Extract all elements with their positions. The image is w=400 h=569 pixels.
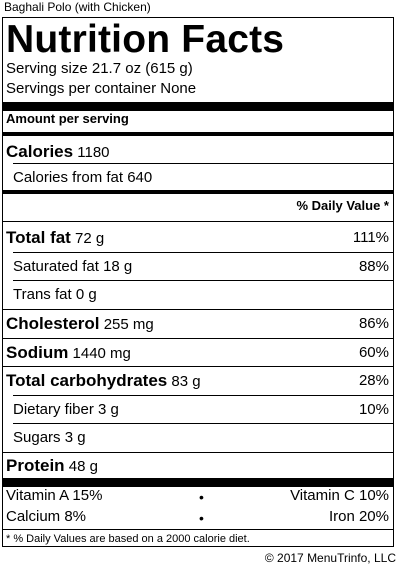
nutrient-row-saturated-fat: Saturated fat 18 g 88%: [13, 257, 389, 277]
nutrient-label: Total carbohydrates: [6, 371, 168, 390]
medium-divider: [3, 190, 393, 194]
nutrient-row-total-carbohydrates: Total carbohydrates 83 g 28%: [6, 371, 389, 392]
divider: [3, 309, 393, 310]
nutrient-label: Saturated fat: [13, 258, 99, 275]
divider: [13, 252, 393, 253]
dish-name: Baghali Polo (with Chicken): [4, 0, 151, 14]
iron: Iron 20%: [328, 508, 389, 525]
daily-value-header: % Daily Value *: [296, 198, 390, 213]
nutrient-amount: 1440 mg: [72, 345, 131, 362]
footnote: * % Daily Values are based on a 2000 cal…: [6, 533, 250, 545]
nutrient-row-total-fat: Total fat 72 g 111%: [6, 228, 389, 249]
vitamin-c: Vitamin C 10%: [290, 487, 389, 504]
nutrient-row-sugars: Sugars 3 g: [13, 428, 389, 448]
divider: [3, 452, 393, 453]
nutrient-label: Sugars: [13, 429, 61, 446]
nutrient-row-cholesterol: Cholesterol 255 mg 86%: [6, 314, 389, 335]
divider: [13, 280, 393, 281]
amount-per-serving: Amount per serving: [6, 109, 389, 129]
calories-value: 1180: [77, 144, 110, 161]
vitamin-a: Vitamin A 15%: [6, 487, 103, 504]
nutrient-amount: 48 g: [68, 458, 98, 475]
servings-per-container: Servings per container None: [6, 80, 197, 97]
nutrient-label: Protein: [6, 456, 65, 475]
nutrient-amount: 3 g: [64, 429, 86, 446]
nutrient-row-sodium: Sodium 1440 mg 60%: [6, 343, 389, 364]
nutrient-label: Dietary fiber: [13, 401, 94, 418]
nutrient-label: Total fat: [6, 228, 71, 247]
thick-divider: [3, 102, 393, 111]
nutrient-row-protein: Protein 48 g: [6, 456, 389, 477]
nutrient-daily-value: 86%: [358, 315, 389, 332]
nutrient-label: Trans fat: [13, 286, 72, 303]
nutrient-daily-value: 111%: [352, 229, 389, 246]
calories-from-fat: Calories from fat 640: [13, 169, 153, 186]
calcium: Calcium 8%: [6, 508, 87, 525]
divider: [13, 163, 393, 164]
nutrient-daily-value: 60%: [358, 344, 389, 361]
amount-per-serving-label: Amount per serving: [6, 111, 129, 126]
nutrient-amount: 255 mg: [103, 316, 154, 333]
nutrition-facts-title: Nutrition Facts: [6, 18, 285, 61]
nutrient-label: Cholesterol: [6, 314, 100, 333]
nutrient-daily-value: 28%: [358, 372, 389, 389]
nutrient-label: Sodium: [6, 343, 69, 362]
divider: [13, 423, 393, 424]
nutrient-amount: 72 g: [75, 230, 105, 247]
divider: [3, 221, 393, 222]
nutrient-daily-value: 88%: [358, 258, 389, 275]
nutrient-row-dietary-fiber: Dietary fiber 3 g 10%: [13, 400, 389, 420]
divider: [3, 529, 393, 530]
thick-divider: [3, 478, 393, 487]
medium-divider: [3, 132, 393, 136]
bullet-separator: •: [199, 489, 204, 505]
copyright: © 2017 MenuTrinfo, LLC: [264, 551, 396, 565]
calories-label: Calories: [6, 142, 74, 161]
divider: [13, 395, 393, 396]
daily-value-header-row: % Daily Value *: [6, 196, 390, 216]
serving-size: Serving size 21.7 oz (615 g): [6, 60, 193, 77]
nutrient-amount: 3 g: [98, 401, 119, 418]
nutrient-row-trans-fat: Trans fat 0 g: [13, 285, 389, 305]
calories-row: Calories 1180: [6, 142, 389, 163]
nutrient-amount: 83 g: [171, 373, 201, 390]
nutrition-facts-panel: Nutrition Facts Serving size 21.7 oz (61…: [2, 17, 394, 547]
nutrient-amount: 0 g: [75, 286, 97, 303]
nutrient-daily-value: 10%: [358, 401, 389, 418]
divider: [3, 338, 393, 339]
bullet-separator: •: [199, 510, 204, 526]
nutrient-amount: 18 g: [103, 258, 133, 275]
divider: [3, 366, 393, 367]
